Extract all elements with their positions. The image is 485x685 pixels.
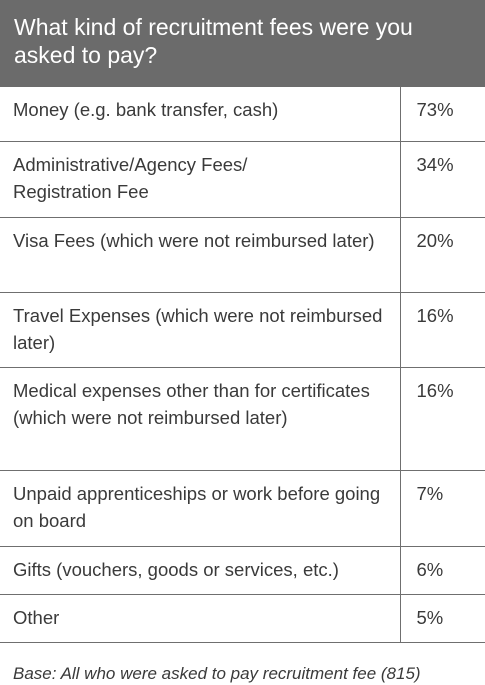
table-row: Money (e.g. bank transfer, cash) 73%: [0, 87, 485, 142]
table-row: Unpaid apprenticeships or work before go…: [0, 470, 485, 547]
row-label: Travel Expenses (which were not reimburs…: [0, 292, 400, 368]
base-footnote: Base: All who were asked to pay recruitm…: [13, 663, 421, 683]
panel-title: What kind of recruitment fees were you a…: [0, 0, 485, 87]
row-value: 6%: [399, 546, 485, 595]
table-row: Travel Expenses (which were not reimburs…: [0, 292, 485, 368]
row-value: 20%: [399, 217, 485, 293]
row-value: 73%: [399, 87, 485, 142]
row-value: 5%: [399, 594, 485, 643]
row-value: 16%: [399, 367, 485, 471]
row-label: Gifts (vouchers, goods or services, etc.…: [0, 546, 400, 595]
table-row: Visa Fees (which were not reimbursed lat…: [0, 217, 485, 293]
row-label: Administrative/Agency Fees/Registration …: [0, 141, 400, 218]
table-row: Medical expenses other than for certific…: [0, 367, 485, 471]
row-label: Visa Fees (which were not reimbursed lat…: [0, 217, 400, 293]
row-value: 34%: [399, 141, 485, 218]
row-label: Other: [0, 594, 400, 643]
row-label: Unpaid apprenticeships or work before go…: [0, 470, 400, 547]
row-value: 16%: [399, 292, 485, 368]
row-label: Medical expenses other than for certific…: [0, 367, 400, 471]
row-value: 7%: [399, 470, 485, 547]
table-row: Administrative/Agency Fees/Registration …: [0, 141, 485, 218]
row-label: Money (e.g. bank transfer, cash): [0, 87, 400, 142]
table-row: Other 5%: [0, 594, 485, 643]
fees-table: Money (e.g. bank transfer, cash) 73% Adm…: [0, 87, 485, 643]
table-row: Gifts (vouchers, goods or services, etc.…: [0, 546, 485, 595]
